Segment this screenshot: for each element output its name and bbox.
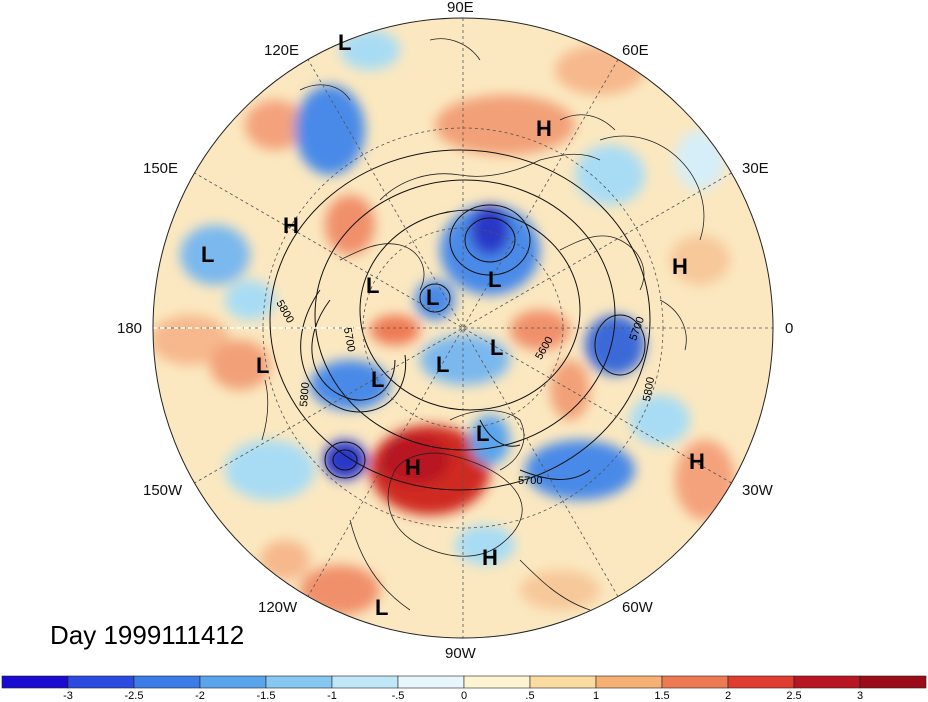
- low-center-marker: L: [476, 421, 489, 446]
- contour-label: 5700: [341, 327, 357, 353]
- high-center-marker: H: [689, 449, 705, 474]
- lon-label: 60W: [622, 599, 654, 616]
- colorbar-swatch: [859, 675, 927, 689]
- colorbar-swatch: [67, 675, 135, 689]
- pressure-centers: L H H L L L L H L L L L L H H H L: [201, 30, 705, 620]
- lon-label: 0: [785, 320, 793, 337]
- colorbar-swatch: [397, 675, 465, 689]
- high-center-marker: H: [283, 213, 299, 238]
- map-border: [152, 17, 774, 639]
- lon-label: 30W: [742, 482, 774, 499]
- colorbar-tick-label: 3: [857, 690, 863, 702]
- coastlines: [261, 38, 705, 611]
- lon-label: 90E: [447, 0, 474, 16]
- lon-label: 30E: [742, 160, 769, 177]
- low-center-marker: L: [366, 273, 379, 298]
- colorbar-tick-label: 1: [593, 690, 599, 702]
- low-center-marker: L: [490, 335, 503, 360]
- low-center-marker: L: [436, 352, 449, 377]
- colorbar-swatch: [265, 675, 333, 689]
- colorbar-tick-label: 2: [725, 690, 731, 702]
- colorbar-swatch: [199, 675, 267, 689]
- day-label: Day 1999111412: [50, 620, 245, 650]
- colorbar-swatch: [463, 675, 531, 689]
- colorbar-swatch: [331, 675, 399, 689]
- longitude-labels: 90E 60E 30E 0 30W 60W 90W 120W 150W 180 …: [117, 0, 793, 662]
- contour-label: 5700: [518, 475, 542, 487]
- lon-label: 150W: [143, 482, 183, 499]
- high-center-marker: H: [672, 254, 688, 279]
- colorbar-swatch: [727, 675, 795, 689]
- high-center-marker: H: [482, 545, 498, 570]
- lon-label: 120W: [258, 599, 298, 616]
- lon-label: 90W: [445, 645, 477, 662]
- colorbar-tick-label: -3: [63, 690, 73, 702]
- colorbar-swatch: [133, 675, 201, 689]
- lon-label: 150E: [143, 160, 178, 177]
- high-center-marker: H: [536, 116, 552, 141]
- colorbar: -3 -2.5 -2 -1.5 -1 -.5 0 .5 1 1.5 2 2.5 3: [1, 675, 927, 702]
- low-center-marker: L: [201, 242, 214, 267]
- lon-label: 120E: [264, 42, 299, 59]
- colorbar-swatch: [1, 675, 69, 689]
- colorbar-swatch: [595, 675, 663, 689]
- low-center-marker: L: [338, 30, 351, 55]
- lon-label: 180: [117, 320, 142, 337]
- colorbar-tick-label: 0: [461, 690, 467, 702]
- lon-label: 60E: [622, 42, 649, 59]
- low-center-marker: L: [371, 367, 384, 392]
- colorbar-tick-label: -1.5: [257, 690, 276, 702]
- contour-label: 5800: [641, 376, 657, 402]
- colorbar-swatch: [661, 675, 729, 689]
- colorbar-tick-label: 1.5: [654, 690, 669, 702]
- colorbar-tick-label: -2.5: [125, 690, 144, 702]
- colorbar-tick-label: -2: [195, 690, 205, 702]
- anomaly-field: [153, 18, 773, 638]
- colorbar-tick-label: -.5: [392, 690, 405, 702]
- low-center-marker: L: [426, 285, 439, 310]
- graticule: [153, 18, 773, 638]
- colorbar-swatch: [529, 675, 597, 689]
- contour-label: 5800: [298, 382, 312, 407]
- low-center-marker: L: [375, 595, 388, 620]
- colorbar-tick-label: .5: [525, 690, 534, 702]
- height-contours: [269, 149, 651, 491]
- colorbar-tick-label: 2.5: [786, 690, 801, 702]
- high-center-marker: H: [405, 455, 421, 480]
- high-center-marker: L: [256, 353, 269, 378]
- colorbar-swatch: [793, 675, 861, 689]
- colorbar-tick-label: -1: [327, 690, 337, 702]
- low-center-marker: L: [488, 267, 501, 292]
